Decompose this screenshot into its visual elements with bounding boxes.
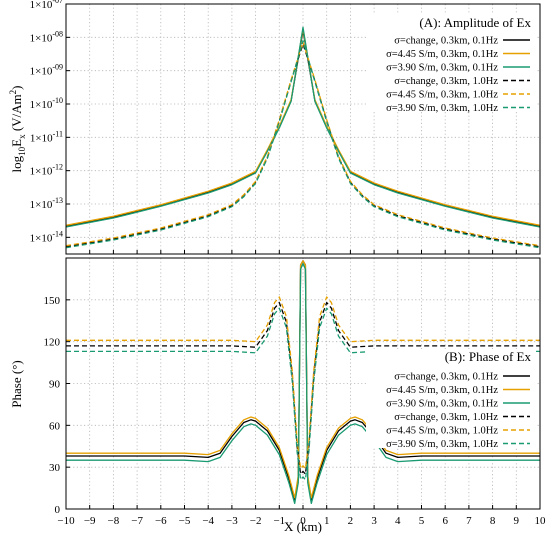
panel-b-x-tick-label: −6 (155, 515, 167, 527)
panel-b-x-tick-label: 7 (466, 515, 472, 527)
panel-a-frame (65, 3, 541, 255)
panel-a-series-line-sigma-3-90-s-m-0-3km-0-1hz (66, 26, 540, 228)
panel-a-legend-label: σ=3.90 S/m, 0.3km, 0.1Hz (386, 63, 498, 74)
panel-b-x-tick-label: 9 (514, 515, 520, 527)
panel-b-x-tick-label: −10 (57, 515, 75, 527)
panel-a-y-ticks: 1×10-14 1×10-13 1×10-12 1×10-11 1×10-10 1×10-… (30, 0, 70, 244)
panel-b-series-line-sigma-3-90-s-m-0-3km-1-0hz (66, 307, 540, 481)
panel-a-y-tick-label: 1×10-12 (30, 163, 63, 178)
panel-b-legend-label: σ=3.90 S/m, 0.3km, 0.1Hz (386, 399, 498, 410)
panel-b-series (66, 260, 540, 505)
panel-b-legend-label: σ=change, 0.3km, 1.0Hz (394, 412, 498, 423)
panel-a-y-tick-label: 1×10-11 (30, 129, 63, 144)
panel-b-x-tick-label: 0 (300, 515, 306, 527)
panel-b-x-tick-label: −1 (273, 515, 285, 527)
panel-b-x-tick-label: −8 (108, 515, 120, 527)
panel-a-series-line-sigma-change-0-3km-1-0hz (66, 43, 540, 248)
panel-b-legend-label: σ=3.90 S/m, 0.3km, 1.0Hz (386, 439, 498, 450)
panel-b-x-tick-label: −9 (84, 515, 96, 527)
panel-a-title: (A): Amplitude of Ex (419, 15, 531, 30)
panel-b-legend-label: σ=4.45 S/m, 0.3km, 1.0Hz (386, 426, 498, 437)
panel-b-y-tick-label: 120 (44, 337, 61, 349)
panel-a-legend: σ=change, 0.3km, 0.1Hz σ=4.45 S/m, 0.3km,… (386, 36, 530, 114)
panel-b-x-tick-label: 8 (490, 515, 496, 527)
panel-b-x-tick-label: 1 (324, 515, 330, 527)
panel-b-x-tick-label: 4 (395, 515, 401, 527)
panel-b-x-tick-label: 2 (348, 515, 354, 527)
panel-b-grid (66, 258, 540, 509)
panel-a-y-tick-label: 1×10-14 (30, 229, 63, 244)
panel-b-series-line-sigma-3-90-s-m-0-3km-0-1hz (66, 262, 540, 505)
panel-a-amplitude-chart: 1×10-14 1×10-13 1×10-12 1×10-11 1×10-10 1×10-… (8, 0, 541, 255)
panel-a-series-line-sigma-3-90-s-m-0-3km-1-0hz (66, 40, 540, 249)
panel-a-legend-label: σ=change, 0.3km, 0.1Hz (394, 36, 498, 47)
panel-a-y-tick-label: 1×10-07 (30, 0, 63, 11)
panel-a-y-tick-label: 1×10-09 (30, 63, 63, 78)
panel-b-y-tick-label: 60 (49, 420, 61, 432)
panel-b-legend-background (366, 349, 536, 448)
panel-a-legend-label: σ=change, 0.3km, 1.0Hz (394, 76, 498, 87)
panel-a-legend-label: σ=4.45 S/m, 0.3km, 0.1Hz (386, 49, 498, 60)
panel-a-y-tick-label: 1×10-10 (30, 96, 63, 111)
panel-b-legend: σ=change, 0.3km, 0.1Hz σ=4.45 S/m, 0.3km,… (386, 372, 530, 450)
panel-b-y-tick-label: 0 (55, 504, 61, 516)
panel-b-y-ticks: 0 30 60 90 120 150 (44, 295, 70, 516)
panel-b-y-tick-label: 30 (49, 462, 61, 474)
panel-a-legend-background (366, 14, 536, 112)
panel-b-series-line-sigma-4-45-s-m-0-3km-1-0hz (66, 296, 540, 470)
panel-b-x-tick-label: −4 (202, 515, 214, 527)
panel-b-x-tick-label: 6 (442, 515, 448, 527)
panel-b-x-tick-label: −3 (226, 515, 238, 527)
panel-b-x-tick-label: 5 (419, 515, 425, 527)
panel-b-series-line-sigma-change-0-3km-1-0hz (66, 301, 540, 475)
panel-b-x-tick-label: −2 (250, 515, 262, 527)
panel-a-legend-label: σ=4.45 S/m, 0.3km, 1.0Hz (386, 90, 498, 101)
panel-a-grid (65, 4, 541, 254)
panel-b-y-tick-label: 150 (44, 295, 61, 307)
panel-b-legend-label: σ=4.45 S/m, 0.3km, 0.1Hz (386, 385, 498, 396)
panel-a-series-line-sigma-4-45-s-m-0-3km-1-0hz (66, 41, 540, 247)
panel-a-y-label: log10Ex (V/Am2) (8, 85, 27, 172)
panel-b-x-tick-label: 10 (535, 515, 547, 527)
panel-b-legend-label: σ=change, 0.3km, 0.1Hz (394, 372, 498, 383)
panel-a-y-tick-label: 1×10-08 (30, 29, 63, 44)
panel-b-x-tick-label: −5 (179, 515, 191, 527)
panel-b-x-tick-label: 3 (371, 515, 377, 527)
panel-b-x-ticks: −10 −9 −8 −7 −6 −5 −4 −3 −2 −1 0 1 2 3 4 5 6 7 8 9 10 (57, 505, 546, 527)
panel-a-y-tick-label: 1×10-13 (30, 196, 63, 211)
panel-b-title: (B): Phase of Ex (445, 349, 532, 364)
panel-b-x-tick-label: −7 (131, 515, 143, 527)
panel-a-legend-label: σ=3.90 S/m, 0.3km, 1.0Hz (386, 103, 498, 114)
x-axis-label: X (km) (284, 519, 322, 534)
panel-b-y-label: Phase (°) (9, 360, 24, 407)
panel-b-y-tick-label: 90 (49, 379, 61, 391)
panel-a-series (66, 26, 540, 249)
